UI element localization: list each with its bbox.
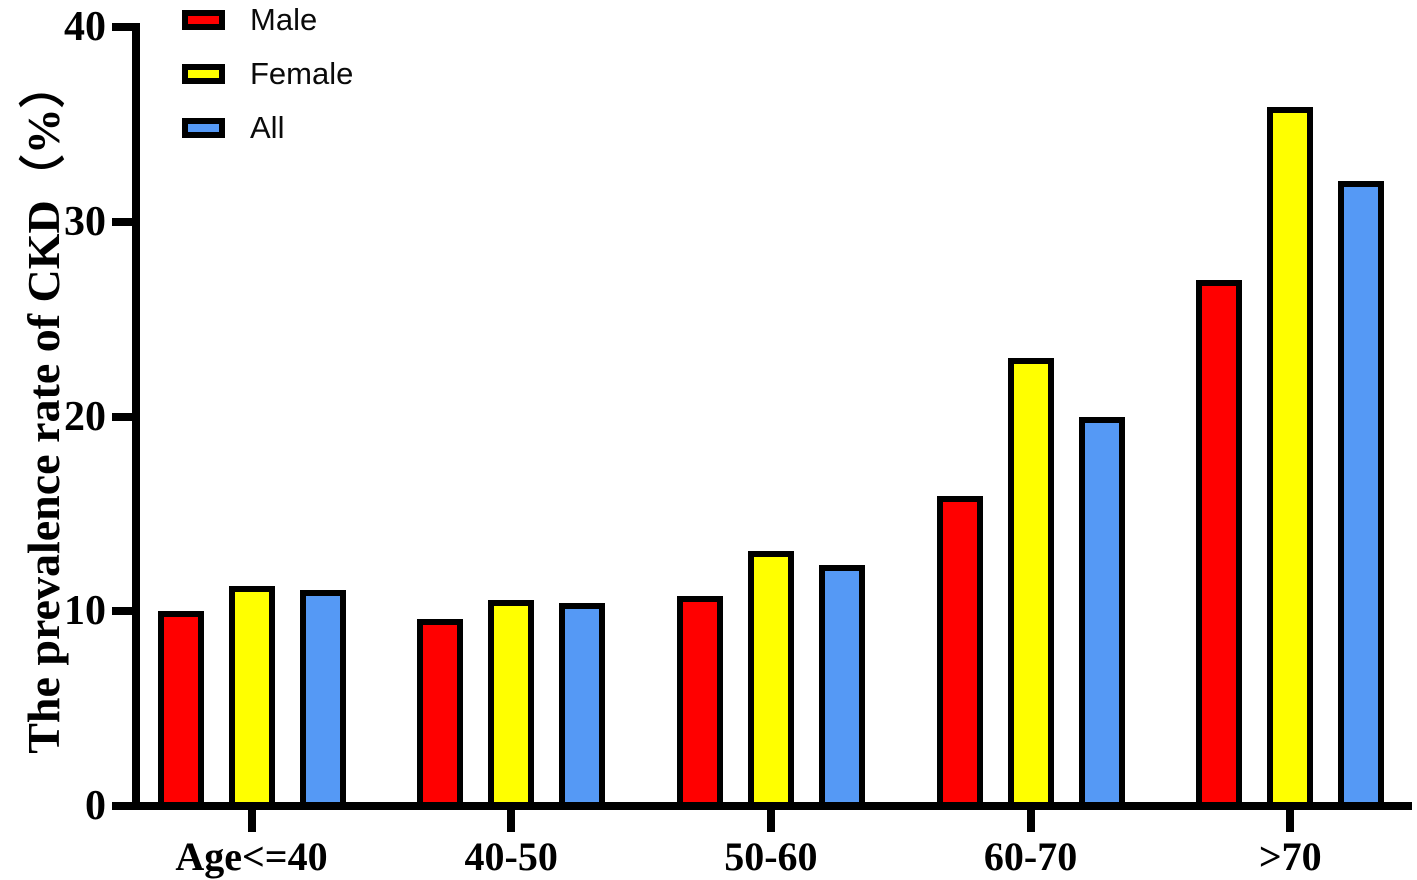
y-tick-label-40: 40 [64, 4, 106, 50]
legend-item-male: Male [182, 1, 353, 38]
y-tick-10 [112, 607, 132, 616]
y-tick-40 [112, 23, 132, 31]
bar-all-60-70 [1078, 416, 1125, 808]
bar-all-age-40 [299, 589, 346, 808]
y-axis-line [132, 23, 140, 810]
x-tick-70 [1286, 810, 1295, 832]
bar-male-70 [1196, 280, 1243, 808]
x-tick-40-50 [507, 810, 516, 832]
x-tick-label-70: >70 [1258, 834, 1322, 879]
y-tick-label-30: 30 [64, 198, 106, 245]
x-tick-label-50-60: 50-60 [724, 834, 818, 879]
y-tick-label-10: 10 [64, 588, 106, 635]
bar-all-70 [1338, 180, 1385, 808]
x-tick-label-40-50: 40-50 [464, 834, 558, 879]
bar-male-40-50 [417, 619, 464, 808]
legend-swatch-female [182, 63, 225, 84]
y-tick-label-20: 20 [64, 393, 106, 440]
legend: Male Female All [182, 1, 353, 146]
y-tick-20 [112, 412, 132, 421]
x-tick-label-60-70: 60-70 [983, 834, 1078, 879]
legend-label-all: All [250, 110, 285, 145]
bar-female-40-50 [488, 599, 535, 808]
bar-female-age-40 [228, 585, 275, 808]
bar-female-60-70 [1007, 358, 1054, 808]
y-tick-label-0: 0 [85, 783, 106, 829]
x-tick-age-40 [247, 810, 256, 832]
bar-female-70 [1267, 106, 1314, 808]
x-tick-label-age-40: Age<=40 [175, 834, 328, 879]
bar-male-50-60 [676, 595, 723, 808]
legend-label-female: Female [250, 56, 354, 91]
legend-swatch-male [182, 9, 225, 30]
bar-male-age-40 [157, 611, 204, 808]
y-tick-30 [112, 217, 132, 226]
legend-item-female: Female [182, 55, 353, 92]
x-tick-60-70 [1026, 810, 1035, 832]
legend-label-male: Male [250, 2, 318, 37]
legend-swatch-all [182, 117, 225, 138]
x-tick-50-60 [766, 810, 775, 832]
bar-all-40-50 [559, 603, 606, 808]
legend-item-all: All [182, 109, 353, 146]
bar-female-50-60 [747, 550, 794, 808]
bar-male-60-70 [936, 496, 983, 808]
bar-all-50-60 [818, 564, 865, 808]
